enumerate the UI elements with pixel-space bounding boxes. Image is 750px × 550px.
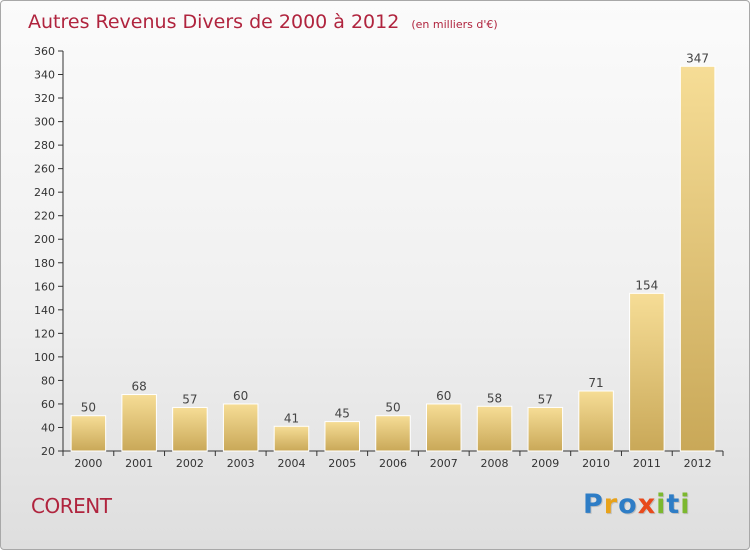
bar-2000 <box>70 415 107 452</box>
bar-2010 <box>578 390 614 452</box>
y-tick-label: 240 <box>34 186 55 199</box>
y-tick-label: 300 <box>34 116 55 129</box>
bar-2011 <box>629 292 665 452</box>
data-label: 45 <box>335 407 350 421</box>
logo-letter: P <box>583 489 604 520</box>
x-tick-label: 2005 <box>328 457 356 470</box>
y-tick-label: 120 <box>34 327 55 340</box>
logo-letter: o <box>618 489 638 520</box>
x-axis: 2000 2001 2002 2003 2004 2005 2006 2007 2008 2009… <box>62 450 724 470</box>
y-tick-label: 360 <box>34 45 55 58</box>
chart-title-unit: (en milliers d'€) <box>411 18 498 31</box>
data-label: 41 <box>284 411 299 425</box>
bar-2012 <box>679 65 716 452</box>
data-label: 154 <box>635 278 658 292</box>
y-tick-label: 140 <box>34 304 55 317</box>
x-tick-label: 2012 <box>684 457 712 470</box>
y-tick-label: 80 <box>41 374 55 387</box>
logo-letter: i <box>680 489 691 520</box>
bar-2004 <box>273 425 310 452</box>
bar-series: 50 68 57 60 41 45 50 60 58 57 71 154 347 <box>70 51 716 452</box>
data-label: 60 <box>233 389 248 403</box>
data-label: 57 <box>182 392 197 406</box>
data-label: 347 <box>686 51 709 65</box>
bar-2007 <box>426 403 462 452</box>
x-tick-label: 2011 <box>633 457 661 470</box>
x-tick-label: 2001 <box>125 457 153 470</box>
x-tick-label: 2000 <box>74 457 102 470</box>
x-tick-label: 2002 <box>176 457 204 470</box>
y-tick-label: 220 <box>34 210 55 223</box>
bar-2008 <box>476 405 513 452</box>
y-tick-label: 160 <box>34 280 55 293</box>
x-tick-label: 2007 <box>430 457 458 470</box>
data-label: 58 <box>487 391 502 405</box>
x-tick-label: 2009 <box>531 457 559 470</box>
data-label: 60 <box>436 389 451 403</box>
logo-letter: x <box>637 489 657 520</box>
chart-title: Autres Revenus Divers de 2000 à 2012 (en… <box>28 11 498 33</box>
bar-2002 <box>172 406 208 452</box>
data-label: 57 <box>538 392 553 406</box>
chart-title-main: Autres Revenus Divers de 2000 à 2012 <box>28 11 400 33</box>
bar-2005 <box>324 421 360 452</box>
y-tick-label: 200 <box>34 233 55 246</box>
y-tick-label: 260 <box>34 163 55 176</box>
y-tick-label: 180 <box>34 257 55 270</box>
x-tick-label: 2010 <box>582 457 610 470</box>
logo-letter: t <box>666 489 681 520</box>
data-label: 68 <box>132 380 147 394</box>
logo-letter: r <box>603 489 619 520</box>
bar-2001 <box>121 394 157 452</box>
y-tick-label: 280 <box>34 139 55 152</box>
bar-2003 <box>222 403 259 452</box>
x-tick-label: 2003 <box>227 457 255 470</box>
place-name: CORENT <box>31 494 112 518</box>
y-tick-label: 20 <box>41 445 55 458</box>
y-tick-label: 100 <box>34 351 55 364</box>
y-axis: 20 40 60 80 100 120 140 160 180 200 220 240 260 280 30… <box>34 45 64 458</box>
y-tick-label: 320 <box>34 92 55 105</box>
data-label: 71 <box>588 376 603 390</box>
y-tick-label: 60 <box>41 398 55 411</box>
x-tick-label: 2006 <box>379 457 407 470</box>
proxiti-logo[interactable]: Proxiti <box>583 489 691 520</box>
y-tick-label: 340 <box>34 69 55 82</box>
data-label: 50 <box>385 401 400 415</box>
x-tick-label: 2004 <box>277 457 305 470</box>
bar-2009 <box>527 406 564 452</box>
logo-letter: i <box>656 489 667 520</box>
bar-2006 <box>375 415 411 452</box>
data-label: 50 <box>81 401 96 415</box>
x-tick-label: 2008 <box>481 457 509 470</box>
y-tick-label: 40 <box>41 421 55 434</box>
